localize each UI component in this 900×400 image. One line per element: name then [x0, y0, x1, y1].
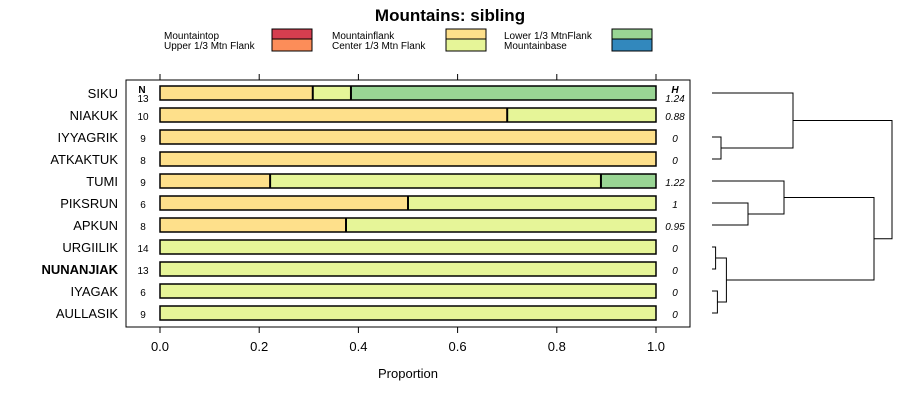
- legend-label: Center 1/3 Mtn Flank: [332, 41, 426, 52]
- h-value: 1.22: [665, 178, 685, 189]
- dendrogram-branch: [712, 290, 718, 314]
- dendrogram-branch: [726, 197, 875, 281]
- bar-segment: [507, 108, 656, 122]
- legend-swatch: [611, 38, 653, 52]
- h-value: 0: [672, 266, 678, 277]
- bar-segment: [160, 284, 656, 298]
- row-label: NUNANJIAK: [41, 262, 118, 277]
- bar-segment: [312, 86, 351, 100]
- n-value: 9: [140, 310, 146, 321]
- row-label: IYYAGRIK: [58, 130, 119, 145]
- bar-segment: [160, 130, 656, 144]
- bar-outline: [159, 195, 657, 211]
- n-value: 6: [140, 200, 146, 211]
- bar-outline: [159, 217, 657, 233]
- x-tick-label: 0.6: [449, 339, 467, 354]
- bar-segment: [160, 174, 271, 188]
- row-label: URGIILIK: [62, 240, 118, 255]
- h-value: 0: [672, 156, 678, 167]
- bar-outline: [159, 239, 657, 255]
- legend-label: Lower 1/3 MtnFlank: [504, 31, 593, 42]
- h-value: 0: [672, 134, 678, 145]
- plot-frame: [125, 79, 691, 328]
- bar-outline: [159, 283, 657, 299]
- bar-outline: [159, 151, 657, 167]
- row-label: AULLASIK: [56, 306, 118, 321]
- x-tick-label: 0.4: [349, 339, 367, 354]
- bar-segment: [160, 86, 313, 100]
- bar-segment: [160, 218, 346, 232]
- chart-title: Mountains: sibling: [375, 6, 525, 25]
- bar-outline: [159, 85, 657, 101]
- bar-segment: [160, 108, 508, 122]
- x-tick-label: 0.0: [151, 339, 169, 354]
- row-label: NIAKUK: [70, 108, 119, 123]
- bar-segment: [160, 196, 408, 210]
- legend-swatch: [271, 38, 313, 52]
- x-tick-label: 1.0: [647, 339, 665, 354]
- n-value: 13: [137, 266, 149, 277]
- bar-segment: [160, 240, 656, 254]
- bar-segment: [160, 306, 656, 320]
- dendrogram: [712, 92, 893, 314]
- x-axis-label: Proportion: [378, 366, 438, 381]
- h-column-header: H: [671, 85, 679, 96]
- legend-swatch: [445, 38, 487, 52]
- h-value: 0: [672, 244, 678, 255]
- bar-segment: [160, 262, 656, 276]
- row-label: SIKU: [88, 86, 118, 101]
- x-tick-label: 0.8: [548, 339, 566, 354]
- h-value: 0: [672, 288, 678, 299]
- dendrogram-branch: [712, 92, 794, 149]
- n-column-header: N: [138, 85, 145, 96]
- x-tick-label: 0.2: [250, 339, 268, 354]
- dendrogram-branch: [712, 246, 717, 270]
- row-label: IYAGAK: [71, 284, 119, 299]
- h-value: 1.24: [665, 94, 685, 105]
- bar-outline: [159, 107, 657, 123]
- bar-segment: [346, 218, 656, 232]
- legend-label: Mountainflank: [332, 31, 395, 42]
- x-axis: 0.0 0.2 0.4 0.6 0.8 1.0: [151, 74, 665, 354]
- n-value: 9: [140, 178, 146, 189]
- legend-label: Upper 1/3 Mtn Flank: [164, 41, 256, 52]
- bar-outline: [159, 129, 657, 145]
- legend-label: Mountainbase: [504, 41, 567, 52]
- bar-outline: [159, 305, 657, 321]
- bar-segment: [600, 174, 656, 188]
- h-value: 0.88: [665, 112, 685, 123]
- row-label: TUMI: [86, 174, 118, 189]
- h-value: 0: [672, 310, 678, 321]
- row-label: APKUN: [73, 218, 118, 233]
- bar-segment: [350, 86, 656, 100]
- n-value: 9: [140, 134, 146, 145]
- bar-segment: [408, 196, 656, 210]
- n-value: 8: [140, 222, 146, 233]
- bar-segment: [160, 152, 656, 166]
- bar-outline: [159, 261, 657, 277]
- n-value: 8: [140, 156, 146, 167]
- h-value: 1: [672, 200, 678, 211]
- dendrogram-branch: [793, 120, 893, 240]
- row-label: PIKSRUN: [60, 196, 118, 211]
- n-value: 14: [137, 244, 149, 255]
- bar-segment: [270, 174, 601, 188]
- n-value: 10: [137, 112, 149, 123]
- h-value: 0.95: [665, 222, 685, 233]
- bar-outline: [159, 173, 657, 189]
- dendrogram-branch: [712, 136, 722, 160]
- n-value: 13: [137, 94, 149, 105]
- dendrogram-branch: [712, 202, 749, 226]
- n-value: 6: [140, 288, 146, 299]
- legend-label: Mountaintop: [164, 31, 219, 42]
- row-label: ATKAKTUK: [50, 152, 118, 167]
